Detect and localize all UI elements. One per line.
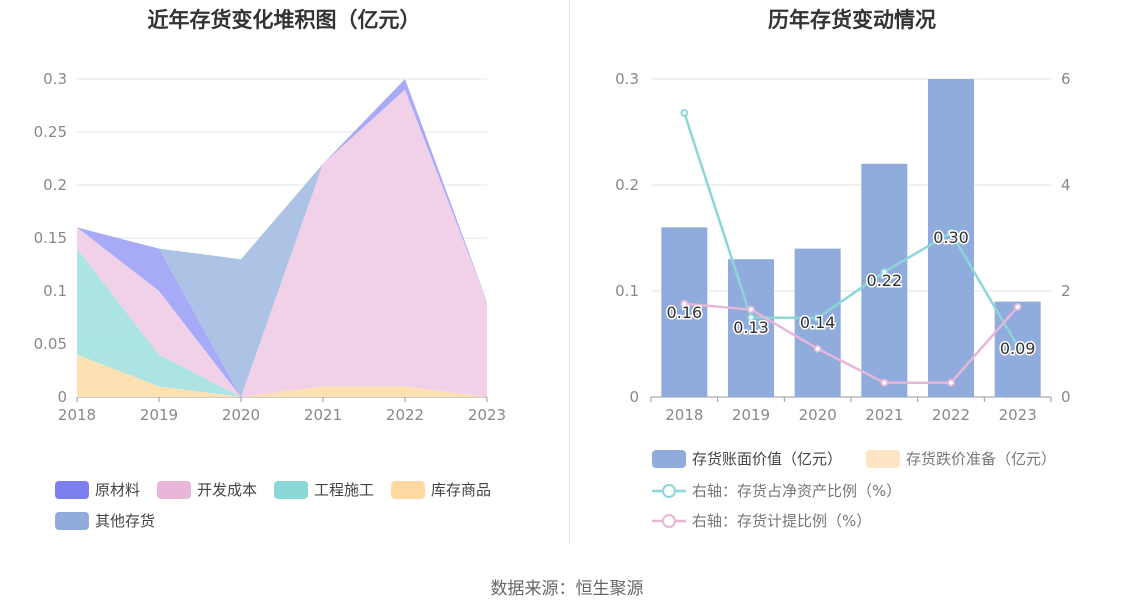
- area-series-4: [77, 79, 487, 397]
- legend-label: 存货账面价值（亿元）: [692, 450, 842, 468]
- bar-value-label: 0.30: [933, 228, 969, 247]
- y-right-tick-label: 6: [1061, 70, 1071, 88]
- bar-book-value: [728, 259, 774, 397]
- line-point: [680, 299, 689, 308]
- x-tick-label: 2018: [58, 406, 96, 424]
- line-series-3: [684, 302, 1019, 384]
- legend-swatch: [55, 481, 89, 499]
- line-point: [747, 313, 755, 322]
- y-tick-label: 0.2: [43, 176, 67, 194]
- legend-swatch: [652, 450, 686, 468]
- legend-marker: [662, 484, 676, 498]
- inventory-stacked-area-panel: 近年存货变化堆积图（亿元） 0 0.05 0.1 0.15 0.2 0.25 0.3 2018…: [0, 0, 568, 560]
- y-left-tick-label: 0: [629, 388, 639, 406]
- y-left-tick-label: 0.2: [615, 176, 639, 194]
- panel-divider: [569, 0, 570, 545]
- legend-label: 右轴：存货占净资产比例（%）: [692, 482, 901, 500]
- y-left-tick-label: 0.1: [615, 282, 639, 300]
- bar-book-value: [928, 79, 974, 397]
- bar-book-value: [661, 227, 708, 397]
- line-point: [880, 268, 889, 276]
- legend-swatch: [55, 512, 89, 530]
- y-tick-label: 0.3: [43, 70, 67, 88]
- legend-marker: [662, 514, 676, 528]
- x-tick-label: 2023: [468, 406, 506, 424]
- line-point: [947, 378, 955, 387]
- legend-label: 开发成本: [197, 481, 257, 499]
- y-right-tick-label: 4: [1061, 176, 1071, 194]
- x-tick-label: 2022: [932, 406, 970, 424]
- left-chart-title: 近年存货变化堆积图（亿元）: [147, 8, 421, 32]
- line-series-2: [683, 112, 1019, 347]
- x-tick-label: 2022: [386, 406, 424, 424]
- x-tick-label: 2019: [140, 406, 178, 424]
- y-tick-label: 0.25: [34, 123, 67, 141]
- stacked-area-chart: 0 0.05 0.1 0.15 0.2 0.25 0.3 2018 2019 2020 2021 20…: [34, 70, 506, 530]
- y-right-tick-label: 2: [1061, 282, 1071, 300]
- y-right-tick-label: 0: [1061, 388, 1071, 406]
- legend-swatch: [274, 481, 308, 499]
- line-point: [1013, 302, 1022, 311]
- bar-book-value: [794, 248, 841, 397]
- data-source-note: 数据来源：恒生聚源: [490, 579, 644, 599]
- x-tick-label: 2018: [665, 406, 703, 424]
- y-tick-label: 0.1: [43, 282, 67, 300]
- bar-value-label: 0.14: [800, 313, 836, 332]
- legend-swatch: [866, 450, 900, 468]
- line-point: [813, 314, 822, 322]
- y-left-tick-label: 0.3: [615, 70, 639, 88]
- line-point: [680, 109, 689, 117]
- legend-label: 库存商品: [431, 481, 491, 499]
- bar-value-label: 0.22: [867, 271, 903, 290]
- inventory-bar-line-panel: 历年存货变动情况 0 0.1 0.2 0.3 0 2 4 6 2018 2019 2020 2021 2…: [570, 0, 1134, 560]
- x-tick-label: 2021: [865, 406, 903, 424]
- y-tick-label: 0: [57, 388, 67, 406]
- y-tick-label: 0.15: [34, 229, 67, 247]
- legend-label: 原材料: [95, 481, 140, 499]
- x-tick-label: 2021: [304, 406, 342, 424]
- y-tick-label: 0.05: [34, 335, 67, 353]
- right-chart-title: 历年存货变动情况: [768, 8, 936, 32]
- bar-value-label: 0.16: [667, 303, 703, 322]
- line-point: [1013, 342, 1022, 351]
- x-tick-label: 2019: [732, 406, 770, 424]
- legend-label: 工程施工: [314, 481, 374, 499]
- line-point: [880, 378, 889, 387]
- area-series-2: [77, 89, 487, 397]
- x-tick-label: 2023: [999, 406, 1037, 424]
- line-point: [947, 228, 955, 237]
- x-tick-label: 2020: [799, 406, 837, 424]
- legend-swatch: [391, 481, 425, 499]
- legend-label: 存货跌价准备（亿元）: [906, 450, 1056, 468]
- legend-label: 右轴：存货计提比例（%）: [692, 512, 871, 530]
- bar-value-label: 0.09: [1000, 339, 1036, 358]
- legend-swatch: [157, 481, 191, 499]
- bar-value-label: 0.13: [733, 318, 769, 337]
- legend-label: 其他存货: [95, 512, 155, 530]
- area-series-3: [77, 79, 487, 397]
- bar-book-value: [861, 163, 908, 397]
- x-tick-label: 2020: [222, 406, 260, 424]
- line-point: [813, 344, 822, 353]
- line-point: [747, 305, 755, 314]
